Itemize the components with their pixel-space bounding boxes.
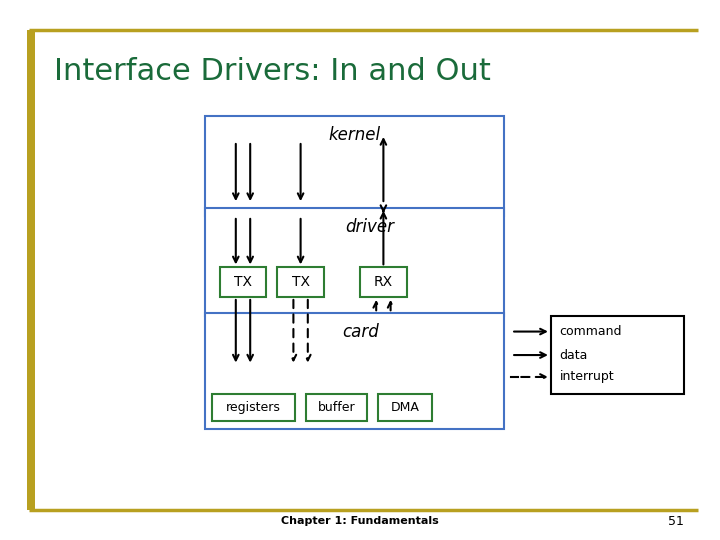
Text: Interface Drivers: In and Out: Interface Drivers: In and Out (54, 57, 491, 86)
Bar (220, 267, 266, 297)
Bar (212, 394, 295, 421)
Bar (205, 208, 504, 316)
Text: card: card (342, 323, 379, 341)
Text: DMA: DMA (390, 401, 420, 414)
Bar (277, 267, 324, 297)
Text: registers: registers (226, 401, 282, 414)
Text: RX: RX (374, 275, 393, 289)
Bar (551, 316, 684, 394)
Text: driver: driver (345, 218, 394, 235)
Text: 51: 51 (668, 515, 684, 528)
Bar (306, 394, 367, 421)
Text: kernel: kernel (328, 126, 381, 144)
Text: TX: TX (292, 275, 310, 289)
Bar (27, 30, 35, 510)
Bar (205, 313, 504, 429)
Text: Chapter 1: Fundamentals: Chapter 1: Fundamentals (281, 516, 439, 526)
Text: TX: TX (234, 275, 252, 289)
Bar (205, 116, 504, 216)
Text: buffer: buffer (318, 401, 356, 414)
Text: command: command (559, 325, 622, 338)
Bar (360, 267, 407, 297)
Text: data: data (559, 348, 588, 362)
Text: interrupt: interrupt (559, 370, 614, 383)
Bar (378, 394, 432, 421)
